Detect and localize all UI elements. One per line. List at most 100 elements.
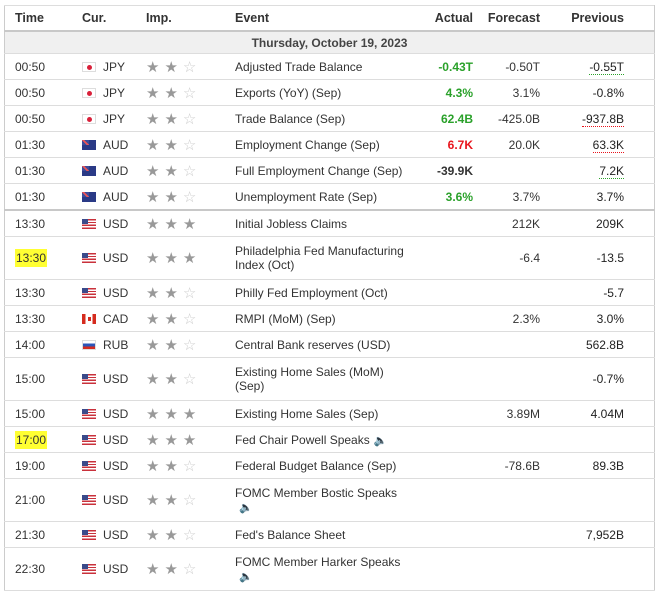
event-row[interactable]: 13:30 CAD ★ ★ ☆ RMPI (MoM) (Sep) 2.3% 3.0% <box>4 305 655 332</box>
event-row[interactable]: 21:00 USD ★ ★ ☆ FOMC Member Bostic Speaks 🔈 <box>4 478 655 522</box>
star-filled-icon: ★ <box>146 310 160 328</box>
currency: USD <box>103 406 129 421</box>
importance-stars: ★ ★ ☆ <box>146 157 235 184</box>
event-row[interactable]: 17:00 USD ★ ★ ★ Fed Chair Powell Speaks 🔈 <box>4 426 655 453</box>
speaker-icon[interactable]: 🔈 <box>373 434 388 447</box>
star-filled-icon: ★ <box>164 405 178 423</box>
star-empty-icon: ☆ <box>182 188 197 206</box>
us-flag-icon <box>82 287 96 298</box>
ru-flag-icon <box>82 339 96 350</box>
event-name[interactable]: Fed Chair Powell Speaks <box>235 432 370 447</box>
forecast-value: 3.1% <box>512 85 540 100</box>
star-filled-icon: ★ <box>164 336 178 354</box>
event-row[interactable]: 13:30 USD ★ ★ ☆ Philly Fed Employment (Oct… <box>4 279 655 306</box>
event-time: 21:30 <box>15 527 46 542</box>
event-row[interactable]: 00:50 JPY ★ ★ ☆ Adjusted Trade Balance -0.… <box>4 53 655 80</box>
header-actual[interactable]: Actual <box>415 5 473 32</box>
star-empty-icon: ☆ <box>182 492 197 509</box>
star-filled-icon: ★ <box>164 188 178 206</box>
star-filled-icon: ★ <box>182 215 197 233</box>
previous-value: 89.3B <box>592 458 624 473</box>
au-flag-icon <box>82 191 96 202</box>
previous-value: -0.55T <box>589 59 624 75</box>
event-row[interactable]: 01:30 AUD ★ ★ ☆ Full Employment Change (Se… <box>4 157 655 184</box>
header-previous[interactable]: Previous <box>540 5 624 32</box>
importance-stars: ★ ★ ☆ <box>146 521 235 548</box>
star-empty-icon: ☆ <box>182 336 197 354</box>
event-row[interactable]: 15:00 USD ★ ★ ☆ Existing Home Sales (MoM) … <box>4 357 655 401</box>
currency: RUB <box>103 337 129 352</box>
header-importance[interactable]: Imp. <box>146 5 235 32</box>
header-currency[interactable]: Cur. <box>82 5 146 32</box>
header-forecast[interactable]: Forecast <box>473 5 540 32</box>
currency: AUD <box>103 163 129 178</box>
star-filled-icon: ★ <box>164 284 178 302</box>
au-flag-icon <box>82 139 96 150</box>
star-filled-icon: ★ <box>164 371 178 388</box>
star-filled-icon: ★ <box>146 431 160 449</box>
forecast-value: 212K <box>511 216 540 231</box>
us-flag-icon <box>82 495 96 505</box>
actual-value: 6.7K <box>447 137 473 152</box>
header-event[interactable]: Event <box>235 5 415 32</box>
speaker-icon[interactable]: 🔈 <box>239 571 253 583</box>
us-flag-icon <box>82 374 96 384</box>
event-time: 19:00 <box>15 458 46 473</box>
event-name[interactable]: Philly Fed Employment (Oct) <box>235 285 388 300</box>
star-filled-icon: ★ <box>164 457 178 475</box>
star-empty-icon: ☆ <box>182 526 197 544</box>
event-name[interactable]: Trade Balance (Sep) <box>235 111 346 126</box>
forecast-value: 20.0K <box>508 137 540 152</box>
star-filled-icon: ★ <box>164 162 178 180</box>
previous-value: 7.2K <box>599 163 624 179</box>
event-name[interactable]: FOMC Member Harker Speaks <box>235 555 401 569</box>
star-filled-icon: ★ <box>146 526 160 544</box>
forecast-value: -78.6B <box>504 458 540 473</box>
event-name[interactable]: Existing Home Sales (Sep) <box>235 406 379 421</box>
event-name[interactable]: Existing Home Sales (MoM) (Sep) <box>235 365 384 393</box>
event-name[interactable]: Unemployment Rate (Sep) <box>235 189 378 204</box>
event-name[interactable]: Full Employment Change (Sep) <box>235 163 403 178</box>
event-row[interactable]: 01:30 AUD ★ ★ ☆ Employment Change (Sep) 6.… <box>4 131 655 158</box>
event-name[interactable]: FOMC Member Bostic Speaks <box>235 486 398 500</box>
importance-stars: ★ ★ ★ <box>146 426 235 453</box>
currency: USD <box>103 562 129 576</box>
star-filled-icon: ★ <box>164 84 178 102</box>
event-name[interactable]: Philadelphia Fed Manufacturing Index (Oc… <box>235 244 404 272</box>
event-name[interactable]: Adjusted Trade Balance <box>235 59 363 74</box>
event-name[interactable]: RMPI (MoM) (Sep) <box>235 311 336 326</box>
forecast-value: 3.7% <box>512 189 540 204</box>
date-label: Thursday, October 19, 2023 <box>4 31 655 54</box>
event-row[interactable]: 01:30 AUD ★ ★ ☆ Unemployment Rate (Sep) 3.… <box>4 183 655 211</box>
star-empty-icon: ☆ <box>182 136 197 154</box>
event-row[interactable]: 13:30 USD ★ ★ ★ Philadelphia Fed Manufactu… <box>4 236 655 280</box>
event-row[interactable]: 13:30 USD ★ ★ ★ Initial Jobless Claims 212… <box>4 210 655 237</box>
star-filled-icon: ★ <box>146 371 160 388</box>
importance-stars: ★ ★ ☆ <box>146 357 235 401</box>
event-name[interactable]: Federal Budget Balance (Sep) <box>235 458 397 473</box>
event-row[interactable]: 00:50 JPY ★ ★ ☆ Trade Balance (Sep) 62.4B … <box>4 105 655 132</box>
event-row[interactable]: 00:50 JPY ★ ★ ☆ Exports (YoY) (Sep) 4.3% 3… <box>4 79 655 106</box>
star-empty-icon: ☆ <box>182 284 197 302</box>
event-name[interactable]: Fed's Balance Sheet <box>235 527 346 542</box>
star-filled-icon: ★ <box>146 457 160 475</box>
event-row[interactable]: 21:30 USD ★ ★ ☆ Fed's Balance Sheet 7,952B <box>4 521 655 548</box>
previous-value: -0.8% <box>592 85 624 100</box>
currency: USD <box>103 285 129 300</box>
currency: JPY <box>103 85 126 100</box>
star-filled-icon: ★ <box>164 310 178 328</box>
header-time[interactable]: Time <box>4 5 82 32</box>
event-time: 13:30 <box>15 249 48 267</box>
event-row[interactable]: 19:00 USD ★ ★ ☆ Federal Budget Balance (Se… <box>4 452 655 479</box>
currency: USD <box>103 216 129 231</box>
event-row[interactable]: 15:00 USD ★ ★ ★ Existing Home Sales (Sep) … <box>4 400 655 427</box>
event-name[interactable]: Exports (YoY) (Sep) <box>235 85 342 100</box>
event-time: 14:00 <box>15 337 46 352</box>
event-row[interactable]: 22:30 USD ★ ★ ☆ FOMC Member Harker Speaks 🔈 <box>4 547 655 591</box>
speaker-icon[interactable]: 🔈 <box>239 502 253 514</box>
event-name[interactable]: Employment Change (Sep) <box>235 137 380 152</box>
event-name[interactable]: Initial Jobless Claims <box>235 216 348 231</box>
event-name[interactable]: Central Bank reserves (USD) <box>235 337 391 352</box>
event-row[interactable]: 14:00 RUB ★ ★ ☆ Central Bank reserves (USD… <box>4 331 655 358</box>
